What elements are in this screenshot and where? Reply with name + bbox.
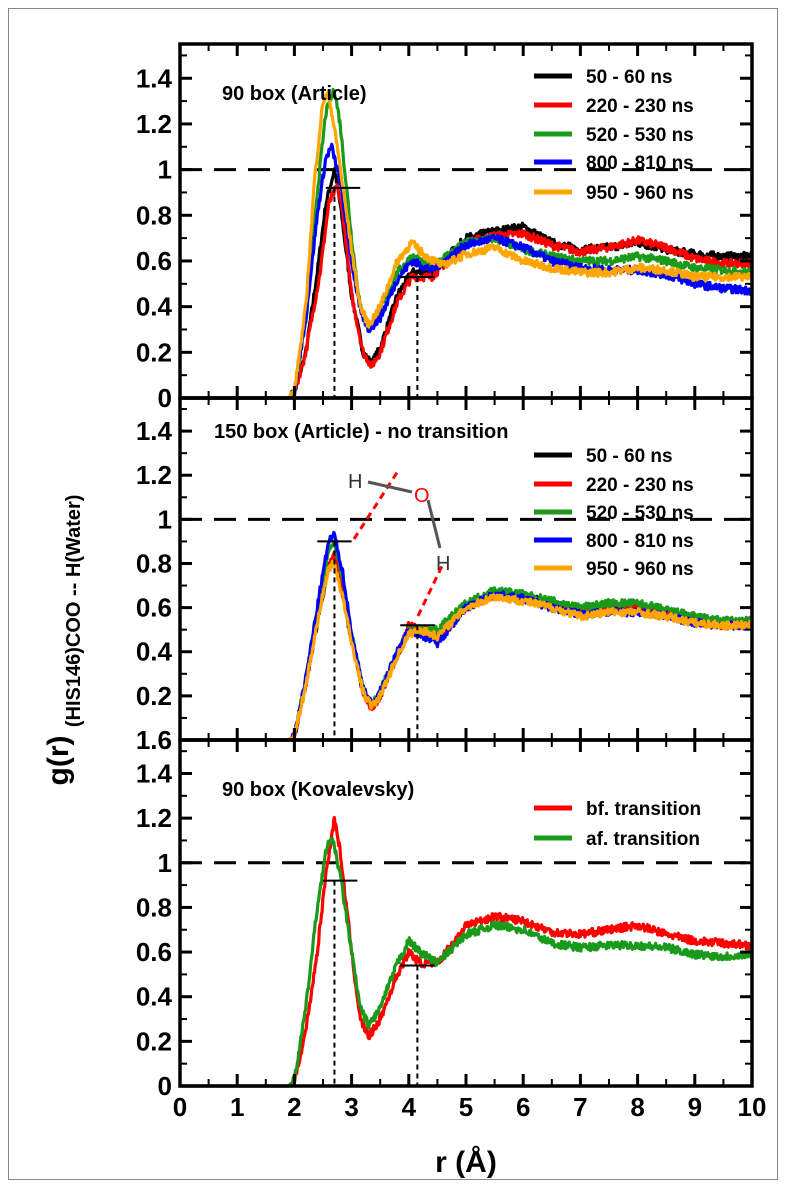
y-tick-label: 0.2 <box>136 337 172 367</box>
x-tick-label: 10 <box>738 1092 767 1122</box>
panel-1: 0 0.2 0.4 0.6 0.8 1 1.2 1.4 90 box (Article) 50 -… <box>136 42 754 413</box>
legend: 50 - 60 ns 220 - 230 ns 520 - 530 ns 800 - … <box>534 446 694 580</box>
legend-label: 800 - 810 ns <box>586 531 694 552</box>
legend-item: 220 - 230 ns <box>534 96 694 117</box>
ylabel-subscript: (HIS146)COO -- H(Water) <box>63 495 85 728</box>
y-tick-label: 0.6 <box>136 246 172 276</box>
y-tick-label: 0.4 <box>136 637 173 667</box>
y-tick-label: 1.4 <box>136 758 173 788</box>
legend: bf. transition af. transition <box>534 799 701 850</box>
panel-3: 0 1 2 3 4 5 6 7 8 9 10 0 0.2 0.4 0.6 0.8 1 1.2 1.4 90 box (… <box>136 738 767 1122</box>
x-tick-label: 5 <box>459 1092 473 1122</box>
y-tick-label: 0.8 <box>136 548 172 578</box>
legend-item: 220 - 230 ns <box>534 475 694 496</box>
x-tick-label: 7 <box>573 1092 587 1122</box>
y-axis-title-main: g(r) (HIS146)COO -- H(Water) <box>42 495 85 786</box>
legend-label: 520 - 530 ns <box>586 125 694 146</box>
y-tick-label: 0.6 <box>136 937 172 967</box>
legend-label: bf. transition <box>586 799 701 820</box>
y-tick-label: 0.4 <box>136 982 173 1012</box>
legend-label: 950 - 960 ns <box>586 183 694 204</box>
water-h1-label: H <box>348 471 362 493</box>
legend-label: af. transition <box>586 829 700 850</box>
y-tick-label: 1 <box>158 504 172 534</box>
legend-label: 950 - 960 ns <box>586 559 694 580</box>
y-tick-label: 1 <box>158 155 172 185</box>
panels: 0 0.2 0.4 0.6 0.8 1 1.2 1.4 90 box (Article) 50 -… <box>136 42 767 1122</box>
legend-label: 220 - 230 ns <box>586 475 694 496</box>
legend-item: bf. transition <box>534 799 701 820</box>
figure-border <box>8 8 778 1180</box>
x-tick-label: 9 <box>688 1092 702 1122</box>
x-tick-label: 4 <box>402 1092 417 1122</box>
y-axis-title: g(r) (HIS146)COO -- H(Water) <box>42 495 85 786</box>
ylabel-main: g(r) <box>42 735 75 785</box>
y-tick-label: 1.2 <box>136 460 172 490</box>
y-tick-label: 0.4 <box>136 292 173 322</box>
y-tick-label: 1.6 <box>136 725 172 755</box>
y-tick-label: 1 <box>158 848 172 878</box>
panel-title: 90 box (Kovalevsky) <box>222 779 414 801</box>
legend-item: 520 - 530 ns <box>534 125 694 146</box>
legend-label: 50 - 60 ns <box>586 446 673 467</box>
panel-title: 150 box (Article) - no transition <box>214 421 508 443</box>
hbond-dashed-line-1 <box>352 470 400 540</box>
x-tick-label: 1 <box>230 1092 244 1122</box>
legend-item: 800 - 810 ns <box>534 153 694 174</box>
legend-item: 950 - 960 ns <box>534 559 694 580</box>
legend-item: af. transition <box>534 829 700 850</box>
legend-item: 520 - 530 ns <box>534 503 694 524</box>
x-tick-label: 3 <box>344 1092 358 1122</box>
legend-item: 950 - 960 ns <box>534 183 694 204</box>
y-tick-label: 1.2 <box>136 109 172 139</box>
legend-label: 800 - 810 ns <box>586 153 694 174</box>
x-axis-title: r (Å) <box>435 1146 497 1179</box>
y-tick-label: 0.8 <box>136 200 172 230</box>
y-tick-label: 0 <box>158 1071 172 1101</box>
legend: 50 - 60 ns 220 - 230 ns 520 - 530 ns 800 - … <box>534 67 694 204</box>
y-tick-label: 1.4 <box>136 416 173 446</box>
panel-title: 90 box (Article) <box>222 83 366 105</box>
water-molecule-annotation: H O H <box>348 470 450 617</box>
y-tick-label: 0.6 <box>136 593 172 623</box>
x-tick-label: 0 <box>173 1092 187 1122</box>
legend-label: 220 - 230 ns <box>586 96 694 117</box>
x-tick-label: 6 <box>516 1092 530 1122</box>
oh-bond-2 <box>426 499 442 549</box>
water-h2-label: H <box>436 553 450 575</box>
x-tick-label: 8 <box>630 1092 644 1122</box>
y-tick-label: 0 <box>158 383 172 413</box>
legend-item: 50 - 60 ns <box>534 446 673 467</box>
y-tick-label: 1.2 <box>136 803 172 833</box>
water-o-label: O <box>414 485 430 507</box>
y-tick-label: 1.4 <box>136 63 173 93</box>
hbond-dashed-line-2 <box>416 565 444 617</box>
y-tick-label: 0.2 <box>136 681 172 711</box>
y-tick-label: 0.2 <box>136 1026 172 1056</box>
legend-item: 50 - 60 ns <box>534 67 673 88</box>
oh-bond-1 <box>367 480 413 494</box>
x-tick-label: 2 <box>287 1092 301 1122</box>
legend-label: 50 - 60 ns <box>586 67 673 88</box>
y-tick-label: 0.8 <box>136 892 172 922</box>
legend-label: 520 - 530 ns <box>586 503 694 524</box>
legend-item: 800 - 810 ns <box>534 531 694 552</box>
